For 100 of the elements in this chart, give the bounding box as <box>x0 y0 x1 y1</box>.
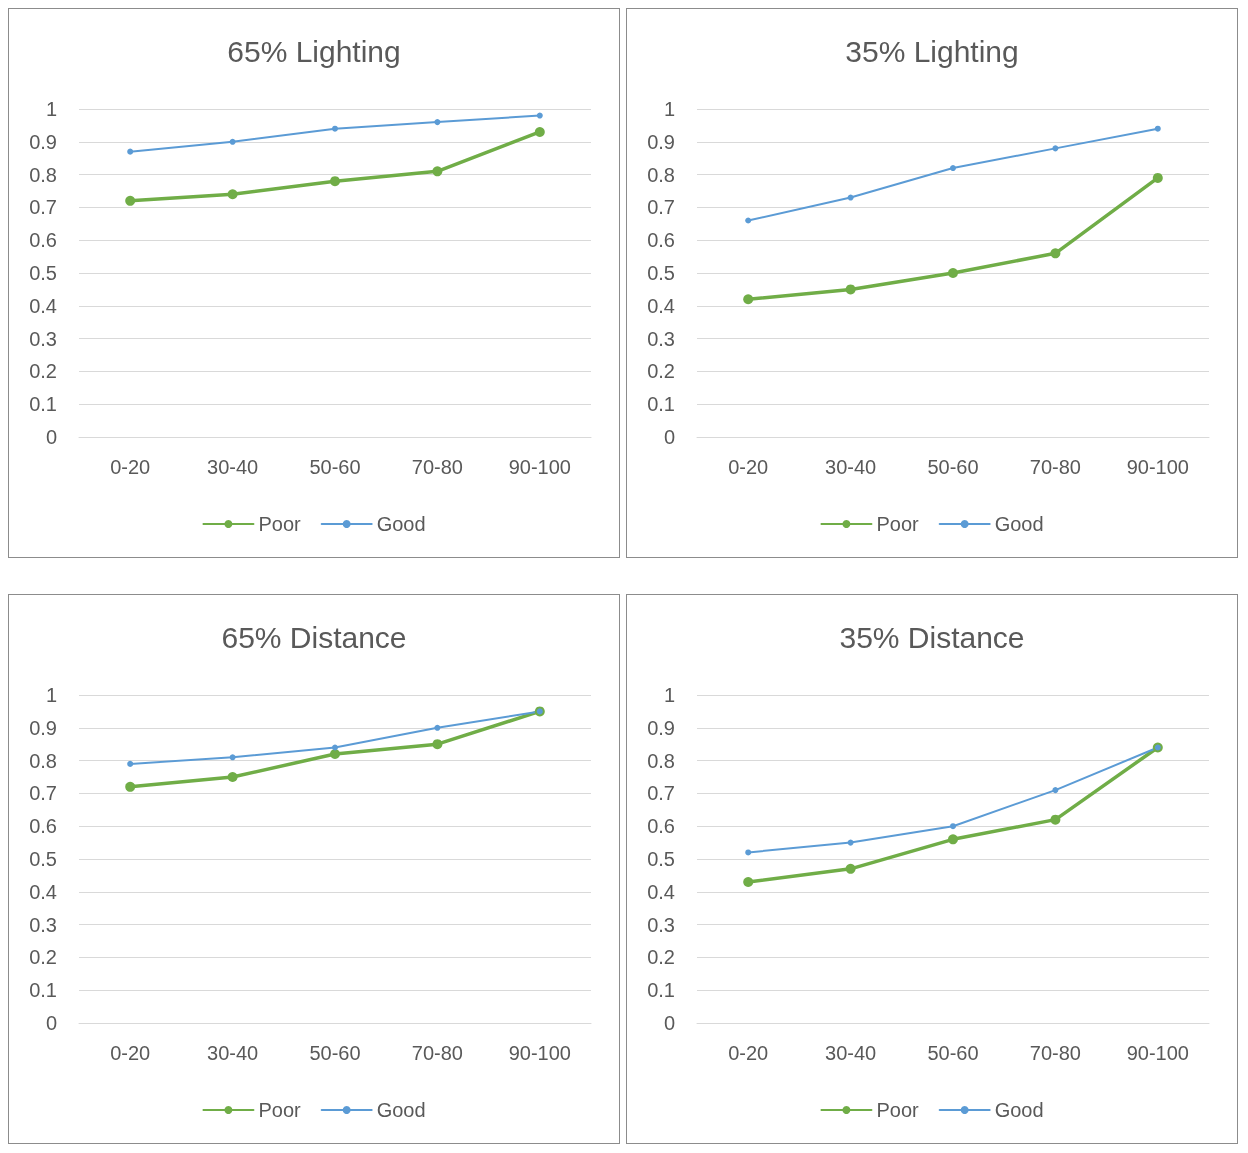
y-tick-label: 1 <box>45 98 57 120</box>
y-tick-label: 1 <box>663 98 675 120</box>
y-tick-label: 0.3 <box>29 327 57 350</box>
legend-label: Poor <box>258 513 301 535</box>
point <box>950 165 956 172</box>
x-tick-label: 90-100 <box>1126 456 1189 478</box>
y-tick-label: 0 <box>663 1012 675 1034</box>
y-tick-label: 0.8 <box>29 749 57 772</box>
point <box>332 744 338 751</box>
point <box>127 148 134 155</box>
y-tick-label: 0.2 <box>647 360 675 383</box>
point <box>1154 125 1161 132</box>
x-tick-label: 50-60 <box>927 1042 979 1064</box>
y-tick-label: 0.8 <box>647 749 675 772</box>
point <box>125 195 136 206</box>
point <box>534 126 545 137</box>
point <box>847 194 854 201</box>
y-tick-label: 0.4 <box>647 294 675 317</box>
y-tick-label: 1 <box>663 684 675 706</box>
point <box>330 749 340 760</box>
point <box>845 284 856 295</box>
legend-label: Poor <box>876 1099 919 1121</box>
y-tick-label: 0.4 <box>29 294 57 317</box>
x-tick-label: 0-20 <box>110 456 151 478</box>
point <box>1050 814 1061 825</box>
chart-title: 65% Distance <box>221 620 407 654</box>
point <box>432 739 443 750</box>
y-tick-label: 0.9 <box>647 716 675 739</box>
y-tick-label: 0.8 <box>29 163 57 186</box>
point <box>743 876 754 887</box>
chart-title: 65% Lighting <box>227 34 401 68</box>
point <box>536 112 543 119</box>
legend-label: Poor <box>258 1099 301 1121</box>
y-tick-label: 0.4 <box>29 880 57 903</box>
x-tick-label: 90-100 <box>1126 1042 1189 1064</box>
point <box>1052 787 1059 794</box>
y-tick-label: 0.9 <box>647 130 675 153</box>
x-tick-label: 30-40 <box>825 1042 877 1064</box>
point <box>1052 145 1059 152</box>
y-tick-label: 0.5 <box>29 848 57 870</box>
legend-label: Good <box>376 1099 426 1121</box>
x-tick-label: 0-20 <box>728 456 769 478</box>
y-tick-label: 0.1 <box>647 979 675 1002</box>
x-tick-label: 70-80 <box>1029 456 1081 478</box>
point <box>227 189 238 200</box>
y-tick-label: 0.1 <box>647 393 675 416</box>
point <box>845 863 856 874</box>
chart-title: 35% Lighting <box>845 34 1019 68</box>
y-tick-label: 0.7 <box>29 196 57 219</box>
y-tick-label: 0.7 <box>647 782 675 805</box>
y-tick-label: 0.4 <box>647 880 675 903</box>
point <box>332 125 338 132</box>
point <box>948 268 958 278</box>
point <box>127 760 134 767</box>
point <box>1050 248 1061 259</box>
point <box>743 294 754 305</box>
point <box>434 119 441 126</box>
x-tick-label: 0-20 <box>110 1042 151 1064</box>
y-tick-label: 0.6 <box>647 229 675 252</box>
point <box>330 176 340 187</box>
y-tick-label: 0.9 <box>29 130 57 153</box>
y-tick-label: 1 <box>45 684 57 706</box>
point <box>948 834 958 845</box>
x-tick-label: 90-100 <box>508 456 571 478</box>
legend-label: Good <box>994 513 1044 535</box>
point <box>432 166 443 177</box>
point <box>227 772 238 782</box>
y-tick-label: 0.6 <box>29 229 57 252</box>
y-tick-label: 0.3 <box>647 913 675 936</box>
x-tick-label: 70-80 <box>1029 1042 1081 1064</box>
y-tick-label: 0.1 <box>29 979 57 1002</box>
x-tick-label: 30-40 <box>207 1042 259 1064</box>
y-tick-label: 0.9 <box>29 716 57 739</box>
x-tick-label: 50-60 <box>927 456 979 478</box>
point <box>229 138 236 145</box>
x-tick-label: 50-60 <box>309 456 361 478</box>
x-tick-label: 50-60 <box>309 1042 361 1064</box>
y-tick-label: 0.5 <box>647 848 675 870</box>
x-tick-label: 30-40 <box>207 456 259 478</box>
x-tick-label: 70-80 <box>411 456 463 478</box>
x-tick-label: 30-40 <box>825 456 877 478</box>
chart-title: 35% Distance <box>839 620 1025 654</box>
legend-label: Good <box>376 513 426 535</box>
y-tick-label: 0.7 <box>647 196 675 219</box>
y-tick-label: 0.6 <box>29 815 57 838</box>
legend-label: Good <box>994 1099 1044 1121</box>
point <box>1152 172 1163 183</box>
y-tick-label: 0.6 <box>647 815 675 838</box>
y-tick-label: 0.3 <box>647 327 675 350</box>
legend-label: Poor <box>876 513 919 535</box>
point <box>745 849 752 856</box>
y-tick-label: 0 <box>45 1012 57 1034</box>
point <box>847 839 854 846</box>
point <box>125 781 136 792</box>
x-tick-label: 70-80 <box>411 1042 463 1064</box>
x-tick-label: 0-20 <box>728 1042 769 1064</box>
y-tick-label: 0 <box>45 426 57 448</box>
y-tick-label: 0.2 <box>647 946 675 969</box>
point <box>745 217 752 224</box>
y-tick-label: 0.7 <box>29 782 57 805</box>
